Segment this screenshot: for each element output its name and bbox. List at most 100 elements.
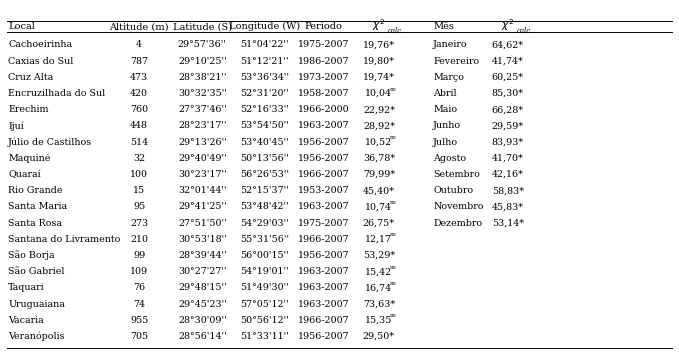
- Text: 15,42: 15,42: [365, 267, 392, 276]
- Text: 28°39'44'': 28°39'44'': [178, 251, 227, 260]
- Text: 36,78*: 36,78*: [363, 154, 395, 163]
- Text: 1966-2007: 1966-2007: [297, 235, 349, 244]
- Text: 45,40*: 45,40*: [363, 186, 395, 195]
- Text: 41,74*: 41,74*: [492, 57, 524, 66]
- Text: 85,30*: 85,30*: [492, 89, 524, 98]
- Text: 29°41'25'': 29°41'25'': [178, 202, 227, 211]
- Text: Veranópolis: Veranópolis: [8, 332, 65, 341]
- Text: Uruguaiana: Uruguaiana: [8, 299, 65, 309]
- Text: 1963-2007: 1963-2007: [297, 202, 349, 211]
- Text: 29°57'36'': 29°57'36'': [178, 41, 227, 50]
- Text: 15: 15: [133, 186, 145, 195]
- Text: Altitude (m): Altitude (m): [109, 22, 169, 31]
- Text: 51°33'11'': 51°33'11'': [240, 332, 289, 341]
- Text: Santa Maria: Santa Maria: [8, 202, 67, 211]
- Text: 32°01'44'': 32°01'44'': [178, 186, 227, 195]
- Text: 1956-2007: 1956-2007: [297, 332, 349, 341]
- Text: 74: 74: [133, 299, 145, 309]
- Text: ns: ns: [390, 265, 397, 270]
- Text: Junho: Junho: [433, 121, 461, 130]
- Text: Latitude (S): Latitude (S): [172, 22, 232, 31]
- Text: 30°27'27'': 30°27'27'': [178, 267, 227, 276]
- Text: 473: 473: [130, 73, 148, 82]
- Text: 27°51'50'': 27°51'50'': [178, 219, 227, 228]
- Text: 29°48'15'': 29°48'15'': [178, 283, 227, 292]
- Text: Setembro: Setembro: [433, 170, 480, 179]
- Text: ns: ns: [390, 313, 397, 318]
- Text: $\chi^2$: $\chi^2$: [372, 17, 386, 33]
- Text: 1963-2007: 1963-2007: [297, 283, 349, 292]
- Text: 787: 787: [130, 57, 148, 66]
- Text: 51°04'22'': 51°04'22'': [240, 41, 289, 50]
- Text: 1956-2007: 1956-2007: [297, 137, 349, 146]
- Text: ns: ns: [390, 135, 397, 140]
- Text: 19,80*: 19,80*: [363, 57, 395, 66]
- Text: 760: 760: [130, 105, 148, 114]
- Text: 514: 514: [130, 137, 148, 146]
- Text: 1975-2007: 1975-2007: [297, 219, 349, 228]
- Text: 1963-2007: 1963-2007: [297, 121, 349, 130]
- Text: 30°53'18'': 30°53'18'': [178, 235, 227, 244]
- Text: Caxias do Sul: Caxias do Sul: [8, 57, 73, 66]
- Text: Taquari: Taquari: [8, 283, 45, 292]
- Text: Local: Local: [8, 22, 35, 31]
- Text: 50°13'56'': 50°13'56'': [240, 154, 289, 163]
- Text: 1956-2007: 1956-2007: [297, 154, 349, 163]
- Text: 42,16*: 42,16*: [492, 170, 524, 179]
- Text: 56°00'15'': 56°00'15'': [240, 251, 289, 260]
- Text: 1966-2007: 1966-2007: [297, 170, 349, 179]
- Text: 53°40'45'': 53°40'45'': [240, 137, 289, 146]
- Text: Mês: Mês: [433, 22, 454, 31]
- Text: Cruz Alta: Cruz Alta: [8, 73, 54, 82]
- Text: 29°40'49'': 29°40'49'': [178, 154, 227, 163]
- Text: 52°15'37'': 52°15'37'': [240, 186, 289, 195]
- Text: 420: 420: [130, 89, 148, 98]
- Text: Cachoeirinha: Cachoeirinha: [8, 41, 72, 50]
- Text: 29°45'23'': 29°45'23'': [178, 299, 227, 309]
- Text: calc: calc: [517, 27, 531, 35]
- Text: Santa Rosa: Santa Rosa: [8, 219, 62, 228]
- Text: 1963-2007: 1963-2007: [297, 267, 349, 276]
- Text: 57°05'12'': 57°05'12'': [240, 299, 289, 309]
- Text: 30°23'17'': 30°23'17'': [178, 170, 227, 179]
- Text: 45,83*: 45,83*: [492, 202, 524, 211]
- Text: 41,70*: 41,70*: [492, 154, 524, 163]
- Text: 51°49'30'': 51°49'30'': [240, 283, 289, 292]
- Text: 448: 448: [130, 121, 148, 130]
- Text: 53,14*: 53,14*: [492, 219, 524, 228]
- Text: 54°29'03'': 54°29'03'': [240, 219, 289, 228]
- Text: 26,75*: 26,75*: [363, 219, 395, 228]
- Text: 29°13'26'': 29°13'26'': [178, 137, 227, 146]
- Text: 19,76*: 19,76*: [363, 41, 395, 50]
- Text: São Gabriel: São Gabriel: [8, 267, 65, 276]
- Text: 1963-2007: 1963-2007: [297, 299, 349, 309]
- Text: $\chi^2$: $\chi^2$: [501, 17, 515, 33]
- Text: Maquiné: Maquiné: [8, 154, 50, 163]
- Text: 83,93*: 83,93*: [492, 137, 524, 146]
- Text: ns: ns: [390, 200, 397, 205]
- Text: 32: 32: [133, 154, 145, 163]
- Text: 273: 273: [130, 219, 148, 228]
- Text: 28°56'14'': 28°56'14'': [178, 332, 227, 341]
- Text: 99: 99: [133, 251, 145, 260]
- Text: 53°36'34'': 53°36'34'': [240, 73, 289, 82]
- Text: 22,92*: 22,92*: [363, 105, 395, 114]
- Text: calc: calc: [388, 27, 402, 35]
- Text: Fevereiro: Fevereiro: [433, 57, 479, 66]
- Text: Novembro: Novembro: [433, 202, 483, 211]
- Text: ns: ns: [390, 281, 397, 286]
- Text: 955: 955: [130, 316, 149, 325]
- Text: 100: 100: [130, 170, 148, 179]
- Text: 29,50*: 29,50*: [363, 332, 395, 341]
- Text: 50°56'12'': 50°56'12'': [240, 316, 289, 325]
- Text: 1986-2007: 1986-2007: [297, 57, 349, 66]
- Text: 55°31'56'': 55°31'56'': [240, 235, 289, 244]
- Text: Maio: Maio: [433, 105, 458, 114]
- Text: 19,74*: 19,74*: [363, 73, 395, 82]
- Text: 60,25*: 60,25*: [492, 73, 524, 82]
- Text: Ijuí: Ijuí: [8, 121, 24, 131]
- Text: 58,83*: 58,83*: [492, 186, 524, 195]
- Text: 79,99*: 79,99*: [363, 170, 395, 179]
- Text: São Borja: São Borja: [8, 251, 55, 260]
- Text: 1975-2007: 1975-2007: [297, 41, 349, 50]
